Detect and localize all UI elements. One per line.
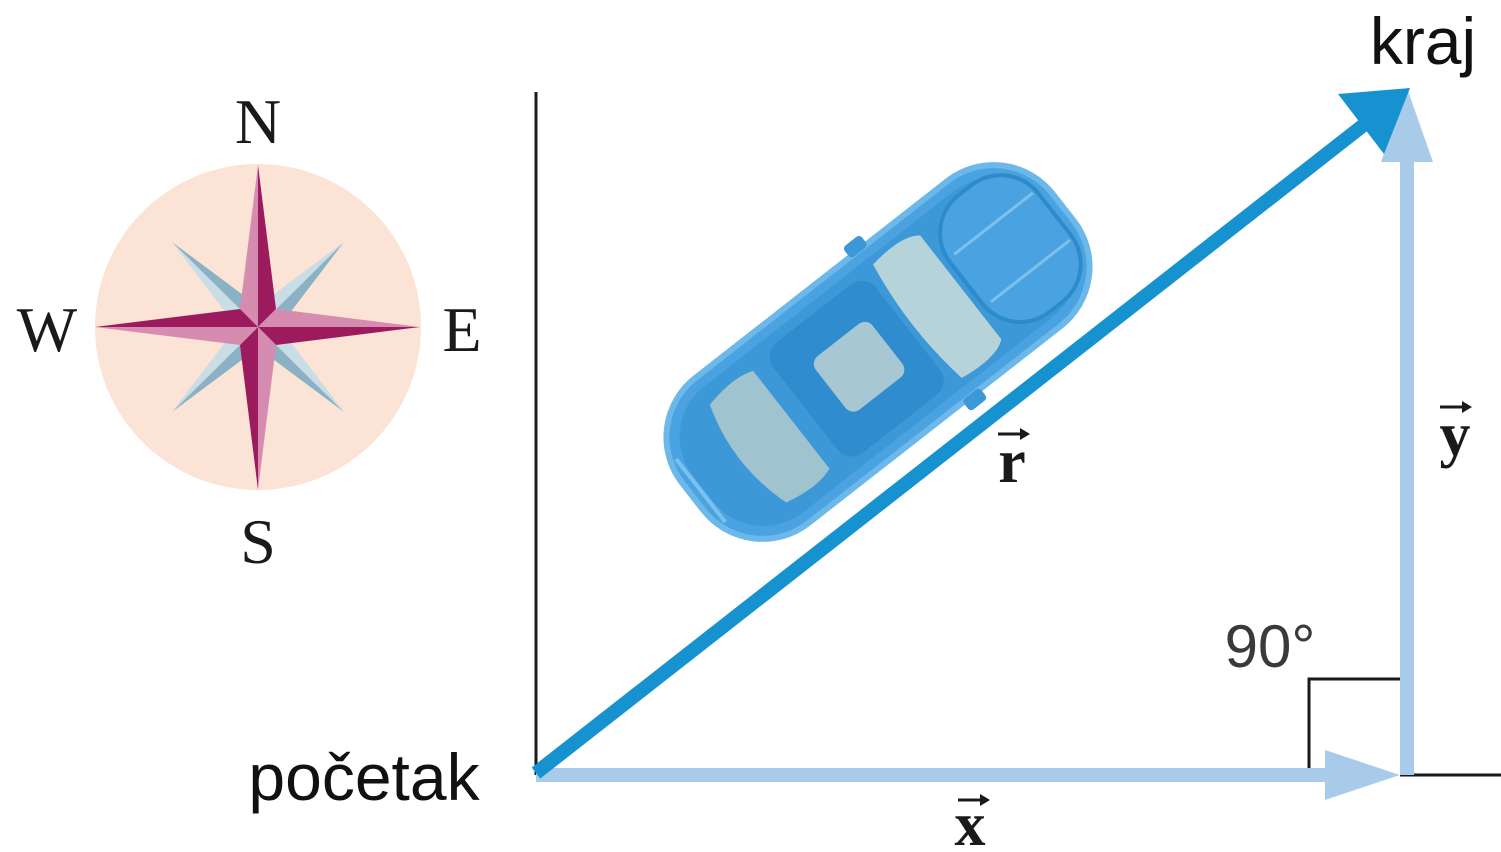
resultant-vector-name: r xyxy=(998,428,1026,496)
compass-main-star xyxy=(95,165,420,490)
y-component-label: y xyxy=(1440,401,1472,469)
x-component-vector xyxy=(536,750,1400,800)
start-label: početak xyxy=(248,740,480,814)
compass-south-label: S xyxy=(240,506,276,577)
compass-north-label: N xyxy=(235,86,281,157)
y-component-name: y xyxy=(1440,401,1471,469)
car-illustration xyxy=(663,162,1093,542)
compass-west-label: W xyxy=(17,294,78,365)
compass-east-label: E xyxy=(442,294,481,365)
right-angle-marker xyxy=(1307,677,1400,772)
x-component-name: x xyxy=(955,791,986,852)
resultant-vector xyxy=(531,88,1410,779)
resultant-vector-label: r xyxy=(998,428,1030,496)
end-label: kraj xyxy=(1370,4,1476,78)
compass: N S E W xyxy=(17,86,482,577)
angle-label: 90° xyxy=(1225,613,1316,680)
y-component-vector xyxy=(1381,88,1433,775)
x-component-label: x xyxy=(955,791,990,852)
